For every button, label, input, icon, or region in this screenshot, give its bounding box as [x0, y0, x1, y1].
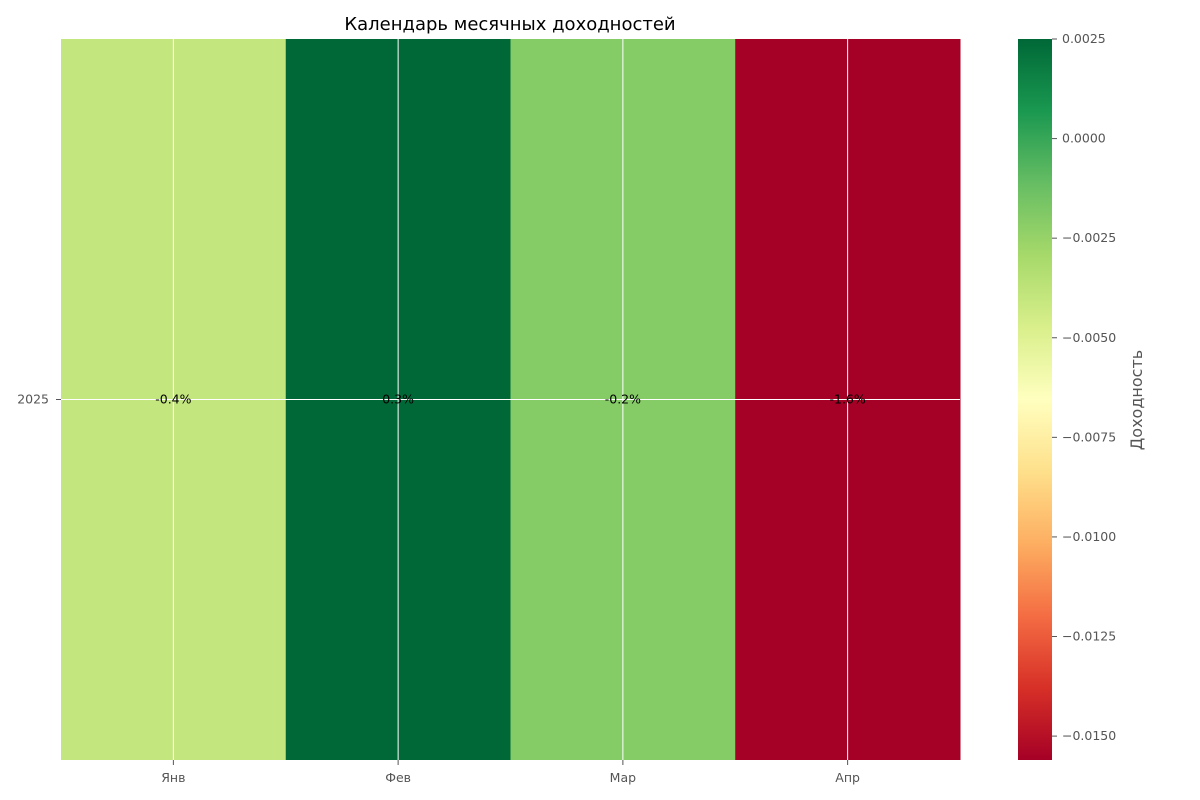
- colorbar-label: Доходность: [1127, 350, 1146, 450]
- grid-lines: [61, 39, 960, 760]
- colorbar-tick-label: −0.0125: [1062, 629, 1116, 644]
- cell-value-label: -1.6%: [829, 392, 865, 407]
- x-axis: Янв Фев Мар Апр: [161, 760, 860, 785]
- y-tick-label: 2025: [17, 392, 49, 407]
- colorbar-tick-label: −0.0025: [1062, 230, 1116, 245]
- colorbar-gradient: [1018, 39, 1052, 760]
- colorbar-tick-label: −0.0150: [1062, 728, 1116, 743]
- chart-title: Календарь месячных доходностей: [344, 14, 675, 35]
- cell-labels: -0.4% 0.3% -0.2% -1.6%: [155, 392, 866, 407]
- colorbar: 0.0025 0.0000 −0.0025 −0.0050 −0.0075 −0.0100…: [1018, 31, 1146, 760]
- cell-value-label: -0.2%: [605, 392, 641, 407]
- x-tick-label: Янв: [161, 770, 185, 785]
- colorbar-tick-label: −0.0100: [1062, 529, 1116, 544]
- colorbar-ticks: 0.0025 0.0000 −0.0025 −0.0050 −0.0075 −0.0100…: [1052, 31, 1116, 743]
- y-axis: 2025: [17, 392, 61, 407]
- cell-value-label: 0.3%: [382, 392, 414, 407]
- cell-value-label: -0.4%: [155, 392, 191, 407]
- colorbar-tick-label: −0.0075: [1062, 429, 1116, 444]
- colorbar-tick-label: 0.0000: [1062, 131, 1106, 146]
- x-tick-label: Мар: [610, 770, 636, 785]
- x-tick-label: Апр: [835, 770, 860, 785]
- colorbar-tick-label: −0.0050: [1062, 330, 1116, 345]
- x-tick-label: Фев: [385, 770, 411, 785]
- colorbar-tick-label: 0.0025: [1062, 31, 1106, 46]
